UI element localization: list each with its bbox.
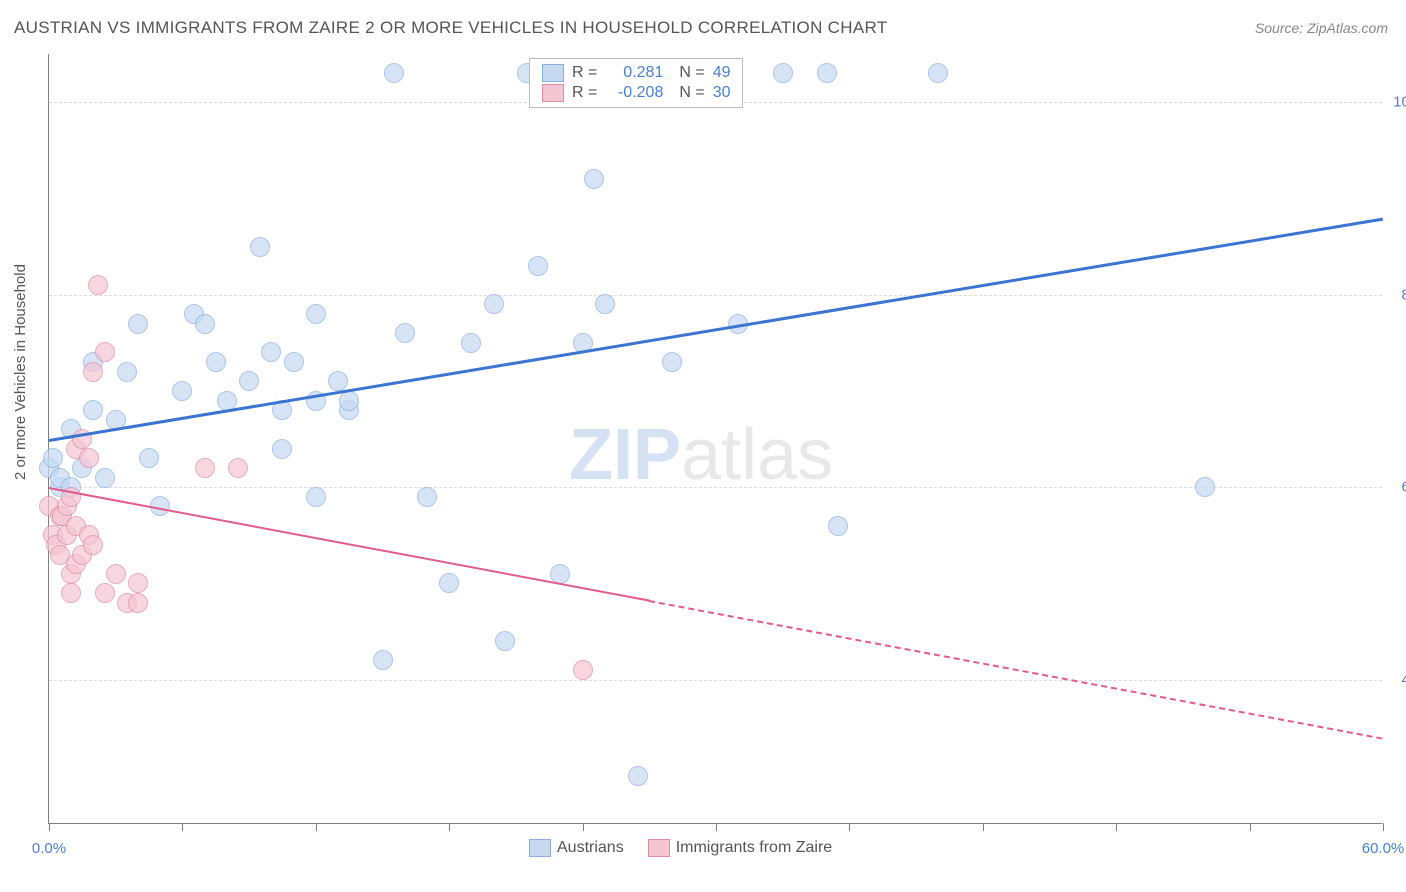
trend-line xyxy=(49,218,1383,442)
legend-swatch xyxy=(529,839,551,857)
scatter-point xyxy=(106,564,126,584)
scatter-point xyxy=(817,63,837,83)
scatter-point xyxy=(239,371,259,391)
legend-stats: R = 0.281 N = 49 R = -0.208 N = 30 xyxy=(529,58,743,108)
x-tick-label: 0.0% xyxy=(32,840,66,857)
x-tick xyxy=(1250,823,1251,831)
x-tick-label: 60.0% xyxy=(1362,840,1405,857)
y-tick-label: 60.0% xyxy=(1401,479,1406,496)
scatter-point xyxy=(117,362,137,382)
scatter-point xyxy=(461,333,481,353)
x-tick xyxy=(49,823,50,831)
scatter-point xyxy=(328,371,348,391)
scatter-point xyxy=(628,766,648,786)
legend-n-label: N = xyxy=(679,84,704,102)
legend-r-label: R = xyxy=(572,64,597,82)
legend-n-value: 30 xyxy=(713,84,731,102)
scatter-point xyxy=(261,342,281,362)
legend-series: Austrians Immigrants from Zaire xyxy=(529,839,832,857)
watermark-atlas: atlas xyxy=(681,415,833,495)
legend-swatch xyxy=(648,839,670,857)
scatter-point xyxy=(128,593,148,613)
x-tick xyxy=(849,823,850,831)
scatter-point xyxy=(83,400,103,420)
y-tick-label: 80.0% xyxy=(1401,286,1406,303)
scatter-point xyxy=(484,294,504,314)
x-tick xyxy=(983,823,984,831)
scatter-point xyxy=(528,256,548,276)
x-tick xyxy=(449,823,450,831)
scatter-point xyxy=(250,237,270,257)
y-axis-label: 2 or more Vehicles in Household xyxy=(12,264,29,480)
watermark-zip: ZIP xyxy=(569,415,681,495)
y-tick-label: 100.0% xyxy=(1393,94,1406,111)
gridline xyxy=(49,295,1382,296)
scatter-point xyxy=(306,487,326,507)
legend-series-item: Immigrants from Zaire xyxy=(648,839,832,857)
scatter-point xyxy=(595,294,615,314)
legend-stats-row: R = 0.281 N = 49 xyxy=(542,63,730,83)
legend-r-value: 0.281 xyxy=(605,64,663,82)
scatter-point xyxy=(284,352,304,372)
x-tick xyxy=(182,823,183,831)
scatter-point xyxy=(495,631,515,651)
scatter-point xyxy=(773,63,793,83)
scatter-point xyxy=(395,323,415,343)
chart-title: AUSTRIAN VS IMMIGRANTS FROM ZAIRE 2 OR M… xyxy=(14,18,887,38)
scatter-point xyxy=(828,516,848,536)
x-tick xyxy=(583,823,584,831)
legend-series-item: Austrians xyxy=(529,839,624,857)
scatter-point xyxy=(79,448,99,468)
gridline xyxy=(49,680,1382,681)
scatter-point xyxy=(272,439,292,459)
legend-swatch xyxy=(542,84,564,102)
scatter-point xyxy=(662,352,682,372)
trend-line xyxy=(649,600,1383,740)
scatter-point xyxy=(928,63,948,83)
scatter-point xyxy=(384,63,404,83)
legend-swatch xyxy=(542,64,564,82)
scatter-point xyxy=(373,650,393,670)
scatter-point xyxy=(584,169,604,189)
legend-r-label: R = xyxy=(572,84,597,102)
scatter-point xyxy=(573,660,593,680)
watermark: ZIPatlas xyxy=(569,414,833,496)
legend-n-value: 49 xyxy=(713,64,731,82)
scatter-point xyxy=(139,448,159,468)
scatter-point xyxy=(195,314,215,334)
scatter-point xyxy=(306,304,326,324)
scatter-point xyxy=(88,275,108,295)
scatter-point xyxy=(83,535,103,555)
source-attribution: Source: ZipAtlas.com xyxy=(1255,20,1388,36)
scatter-point xyxy=(43,448,63,468)
scatter-point xyxy=(1195,477,1215,497)
legend-stats-row: R = -0.208 N = 30 xyxy=(542,83,730,103)
scatter-point xyxy=(95,468,115,488)
scatter-point xyxy=(439,573,459,593)
x-tick xyxy=(316,823,317,831)
legend-r-value: -0.208 xyxy=(605,84,663,102)
y-tick-label: 40.0% xyxy=(1401,671,1406,688)
scatter-point xyxy=(417,487,437,507)
legend-series-label: Austrians xyxy=(557,839,624,857)
gridline xyxy=(49,487,1382,488)
scatter-point xyxy=(83,362,103,382)
scatter-point xyxy=(206,352,226,372)
legend-n-label: N = xyxy=(679,64,704,82)
x-tick xyxy=(716,823,717,831)
scatter-point xyxy=(61,583,81,603)
scatter-point xyxy=(95,342,115,362)
scatter-point xyxy=(128,314,148,334)
x-tick xyxy=(1116,823,1117,831)
scatter-point xyxy=(128,573,148,593)
scatter-point xyxy=(195,458,215,478)
plot-area: ZIPatlas 40.0%60.0%80.0%100.0%0.0%60.0%R… xyxy=(48,54,1382,824)
scatter-point xyxy=(228,458,248,478)
scatter-point xyxy=(172,381,192,401)
x-tick xyxy=(1383,823,1384,831)
scatter-point xyxy=(339,391,359,411)
legend-series-label: Immigrants from Zaire xyxy=(676,839,832,857)
scatter-point xyxy=(95,583,115,603)
